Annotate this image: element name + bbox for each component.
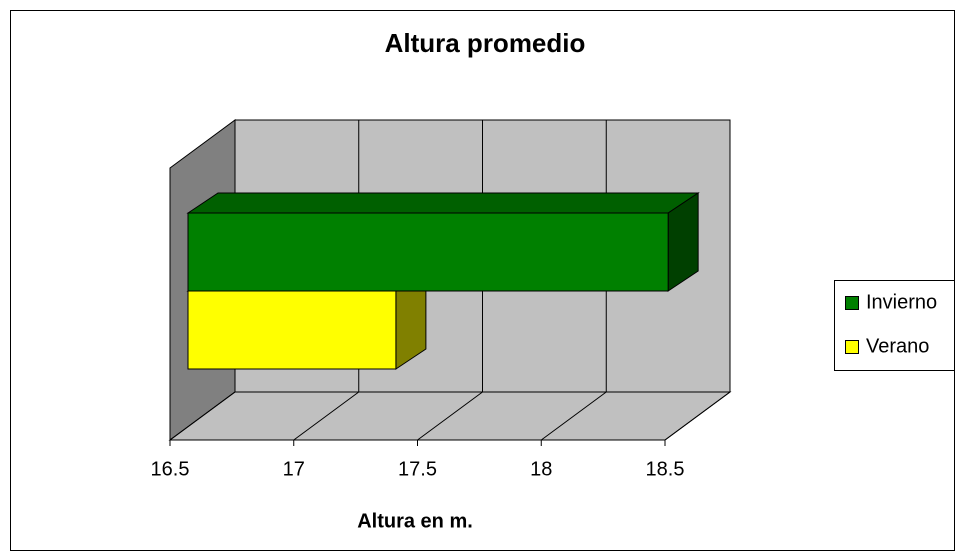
bar [186, 192, 700, 292]
x-tick-label: 18.5 [646, 458, 685, 480]
floor-line [293, 391, 360, 441]
floor-line [169, 391, 236, 441]
x-tick-label: 17 [283, 458, 305, 480]
floor-line [540, 391, 607, 441]
x-tick-label: 17.5 [398, 458, 437, 480]
x-tick-label: 18 [530, 458, 552, 480]
x-axis-label: Altura en m. [357, 510, 473, 532]
floor-line [417, 391, 483, 441]
legend-swatch [845, 296, 859, 310]
floor-line [664, 391, 731, 441]
bar-front [187, 290, 397, 370]
legend-swatch [845, 340, 859, 354]
bar-top [186, 192, 700, 214]
chart-title: Altura promedio [385, 28, 586, 58]
bar-front [187, 212, 669, 292]
legend-label: Verano [866, 335, 929, 357]
legend-label: Invierno [866, 291, 937, 313]
legend-box [834, 280, 955, 371]
x-tick-label: 16.5 [151, 458, 190, 480]
